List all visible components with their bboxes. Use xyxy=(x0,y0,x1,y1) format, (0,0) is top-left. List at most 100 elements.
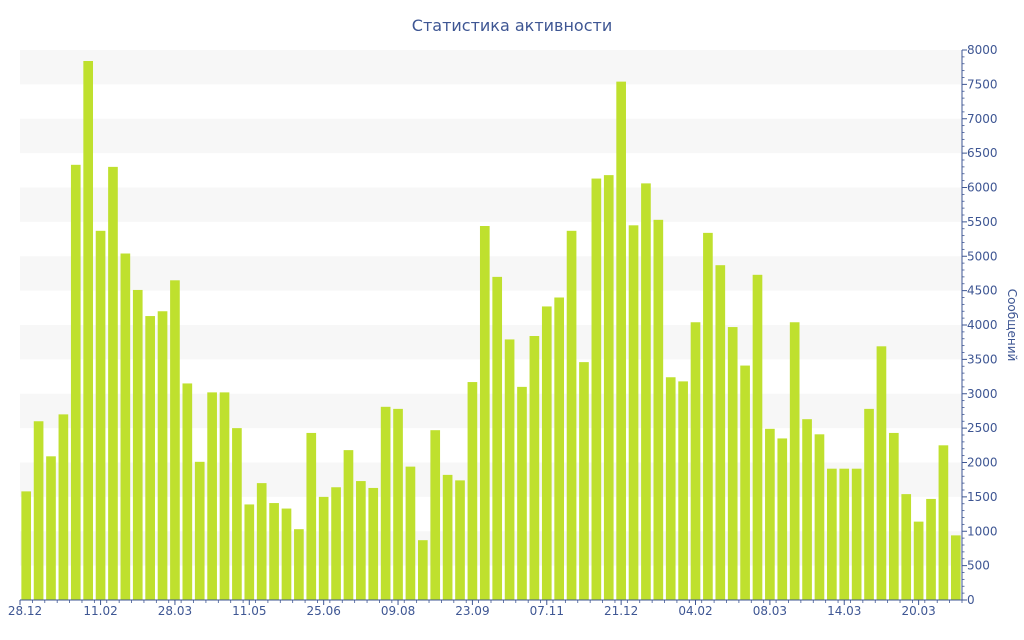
y-tick-label: 3500 xyxy=(967,352,998,366)
bar[interactable] xyxy=(58,414,69,600)
x-tick-label: 08.03 xyxy=(753,604,787,618)
bar[interactable] xyxy=(368,487,379,600)
bar[interactable] xyxy=(913,521,924,600)
bar[interactable] xyxy=(727,327,738,600)
y-tick-label: 2500 xyxy=(967,421,998,435)
y-tick-label: 5000 xyxy=(967,249,998,263)
bar[interactable] xyxy=(417,540,428,600)
bar[interactable] xyxy=(876,346,887,600)
bar[interactable] xyxy=(170,280,180,600)
y-tick-label: 2000 xyxy=(967,456,998,470)
bar[interactable] xyxy=(46,456,56,600)
bar[interactable] xyxy=(789,322,800,600)
bar[interactable] xyxy=(504,339,515,600)
bar[interactable] xyxy=(665,377,676,600)
bar[interactable] xyxy=(851,468,862,600)
bar[interactable] xyxy=(765,428,775,600)
chart-title: Статистика активности xyxy=(412,16,612,35)
bar[interactable] xyxy=(541,306,552,600)
bar[interactable] xyxy=(244,504,255,600)
bar[interactable] xyxy=(33,421,44,600)
bar[interactable] xyxy=(938,445,949,600)
bar[interactable] xyxy=(442,474,453,600)
bar[interactable] xyxy=(678,381,688,600)
x-tick-label: 28.12 xyxy=(8,604,42,618)
bar[interactable] xyxy=(294,529,304,600)
bar[interactable] xyxy=(83,61,94,600)
bar[interactable] xyxy=(864,408,874,600)
bar[interactable] xyxy=(281,508,292,600)
bar[interactable] xyxy=(269,503,279,600)
bar[interactable] xyxy=(132,289,143,600)
bars-group xyxy=(21,61,961,601)
bar[interactable] xyxy=(219,392,230,600)
bar[interactable] xyxy=(306,432,317,600)
bar[interactable] xyxy=(256,483,267,600)
grid-band xyxy=(20,50,962,85)
bar[interactable] xyxy=(207,392,217,600)
bar[interactable] xyxy=(616,81,626,600)
x-tick-label: 25.06 xyxy=(306,604,340,618)
bar[interactable] xyxy=(901,494,912,600)
y-tick-label: 6000 xyxy=(967,181,998,195)
bar[interactable] xyxy=(579,362,589,600)
bar[interactable] xyxy=(120,253,131,601)
y-tick-label: 4000 xyxy=(967,318,998,332)
bar[interactable] xyxy=(703,232,713,600)
bar[interactable] xyxy=(529,336,540,600)
bar[interactable] xyxy=(554,297,565,601)
bar[interactable] xyxy=(752,274,763,600)
bar[interactable] xyxy=(566,230,577,600)
y-tick-label: 7500 xyxy=(967,77,998,91)
bar[interactable] xyxy=(182,383,193,600)
bar[interactable] xyxy=(157,311,168,600)
y-tick-label: 1000 xyxy=(967,524,998,538)
bar[interactable] xyxy=(318,496,329,600)
bar[interactable] xyxy=(802,419,812,600)
y-tick-label: 5500 xyxy=(967,215,998,229)
bar[interactable] xyxy=(430,430,441,600)
bar[interactable] xyxy=(405,466,416,600)
bar[interactable] xyxy=(827,468,837,600)
bar[interactable] xyxy=(467,382,478,600)
bar[interactable] xyxy=(777,438,788,600)
grid-band xyxy=(20,187,962,222)
bar[interactable] xyxy=(455,480,465,600)
bar[interactable] xyxy=(690,322,701,600)
bar[interactable] xyxy=(194,461,205,600)
y-axis-label: Сообщений xyxy=(1005,289,1019,362)
x-tick-label: 20.03 xyxy=(901,604,935,618)
bar[interactable] xyxy=(715,265,726,600)
y-tick-label: 1500 xyxy=(967,490,998,504)
bar[interactable] xyxy=(479,226,490,600)
bar[interactable] xyxy=(108,166,118,600)
y-tick-label: 3000 xyxy=(967,387,998,401)
bar[interactable] xyxy=(950,535,961,600)
bar[interactable] xyxy=(393,408,403,600)
bar[interactable] xyxy=(839,468,850,600)
bar[interactable] xyxy=(331,487,341,600)
bar[interactable] xyxy=(343,450,354,600)
bar[interactable] xyxy=(95,230,106,600)
bar[interactable] xyxy=(232,428,242,600)
bar[interactable] xyxy=(21,491,32,600)
bar[interactable] xyxy=(603,175,614,600)
bar[interactable] xyxy=(492,276,503,600)
bar[interactable] xyxy=(888,432,899,600)
bar[interactable] xyxy=(926,498,936,600)
grid-band xyxy=(20,118,962,154)
bar[interactable] xyxy=(740,365,750,600)
bar[interactable] xyxy=(517,386,527,600)
bar[interactable] xyxy=(356,481,366,600)
y-tick-label: 4500 xyxy=(967,284,998,298)
x-tick-label: 11.05 xyxy=(232,604,266,618)
y-tick-label: 0 xyxy=(967,593,975,607)
bar[interactable] xyxy=(380,406,391,600)
bar[interactable] xyxy=(591,178,602,600)
bar[interactable] xyxy=(145,316,155,600)
bar[interactable] xyxy=(628,225,639,600)
bar[interactable] xyxy=(653,219,664,600)
bar[interactable] xyxy=(814,434,825,600)
bar[interactable] xyxy=(641,183,651,600)
bar[interactable] xyxy=(70,164,81,600)
